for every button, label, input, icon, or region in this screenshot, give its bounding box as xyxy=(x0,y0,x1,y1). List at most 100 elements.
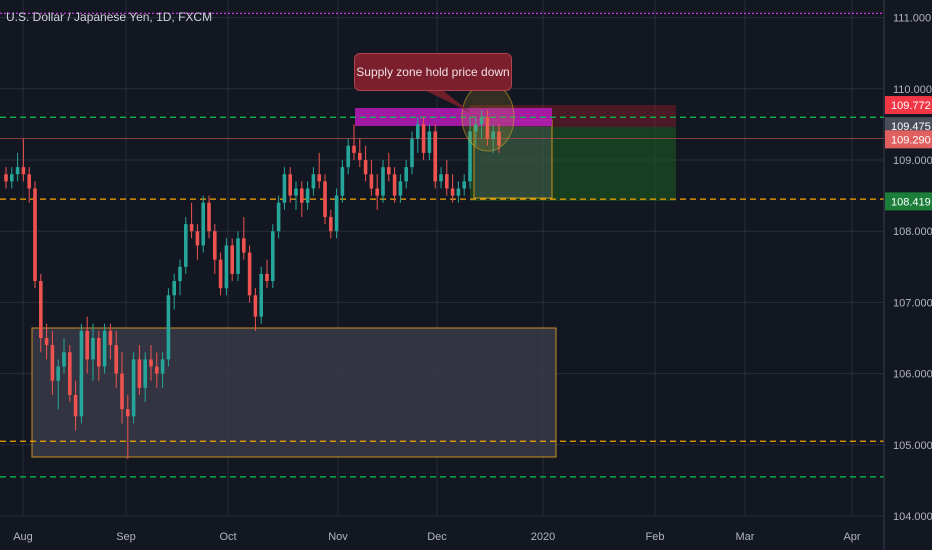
candle-body[interactable] xyxy=(265,273,269,282)
candle-body[interactable] xyxy=(381,167,385,196)
candle-body[interactable] xyxy=(189,224,194,232)
candle-body[interactable] xyxy=(311,174,316,189)
candle-body[interactable] xyxy=(375,188,379,196)
candle-body[interactable] xyxy=(172,281,176,296)
candle-body[interactable] xyxy=(491,131,495,139)
candle-body[interactable] xyxy=(305,188,310,203)
candle-body[interactable] xyxy=(166,295,171,360)
candle-body[interactable] xyxy=(149,359,153,367)
candle-body[interactable] xyxy=(259,273,263,317)
candle-body[interactable] xyxy=(300,188,304,203)
highlight-circle[interactable] xyxy=(461,82,515,152)
candle-body[interactable] xyxy=(421,124,426,153)
candle-body[interactable] xyxy=(398,181,403,196)
candle-body[interactable] xyxy=(27,174,31,189)
candle-body[interactable] xyxy=(131,359,136,417)
candle-body[interactable] xyxy=(230,245,234,274)
candle-body[interactable] xyxy=(62,352,66,367)
price-badge xyxy=(885,96,932,115)
y-tick-label: 109.000 xyxy=(893,155,932,167)
candle-body[interactable] xyxy=(346,145,350,168)
x-tick-label: Mar xyxy=(736,531,755,543)
candle-body[interactable] xyxy=(114,345,118,374)
candle-body[interactable] xyxy=(439,174,443,182)
candle-body[interactable] xyxy=(329,216,333,232)
candle-body[interactable] xyxy=(73,394,78,417)
candle-body[interactable] xyxy=(369,174,374,189)
candle-body[interactable] xyxy=(39,281,43,338)
candle-body[interactable] xyxy=(450,188,455,196)
candle-body[interactable] xyxy=(242,238,246,253)
y-tick-label: 104.000 xyxy=(893,511,932,523)
candle-body[interactable] xyxy=(195,231,200,246)
candle-body[interactable] xyxy=(79,330,84,417)
candle-body[interactable] xyxy=(236,238,240,274)
candle-body[interactable] xyxy=(276,202,281,232)
supply-zone-callout[interactable]: Supply zone hold price down xyxy=(354,53,512,91)
candle-body[interactable] xyxy=(445,174,449,189)
candle-body[interactable] xyxy=(352,145,356,153)
candle-body[interactable] xyxy=(433,131,437,182)
candle-body[interactable] xyxy=(474,124,478,132)
candle-body[interactable] xyxy=(468,131,472,182)
candle-body[interactable] xyxy=(363,160,368,175)
candle-body[interactable] xyxy=(247,252,252,296)
candle-body[interactable] xyxy=(224,245,229,289)
candle-body[interactable] xyxy=(213,231,217,260)
candle-body[interactable] xyxy=(201,202,205,246)
candle-body[interactable] xyxy=(50,345,55,381)
candle-body[interactable] xyxy=(340,167,345,196)
price-badge-label: 109.772 xyxy=(891,100,931,112)
candle-body[interactable] xyxy=(288,174,292,196)
candle-body[interactable] xyxy=(137,359,142,388)
candle-body[interactable] xyxy=(178,266,182,282)
candle-body[interactable] xyxy=(294,188,298,196)
candle-body[interactable] xyxy=(108,330,113,346)
candle-body[interactable] xyxy=(497,131,501,146)
candle-body[interactable] xyxy=(404,167,408,182)
candle-body[interactable] xyxy=(56,366,60,381)
candle-body[interactable] xyxy=(218,259,223,289)
candle-body[interactable] xyxy=(143,359,147,388)
candle-body[interactable] xyxy=(126,409,130,417)
candle-body[interactable] xyxy=(387,167,391,175)
candle-body[interactable] xyxy=(323,181,327,217)
candle-body[interactable] xyxy=(68,352,72,395)
candle-body[interactable] xyxy=(120,373,124,410)
candle-body[interactable] xyxy=(282,174,287,203)
candle-body[interactable] xyxy=(44,338,49,346)
candle-body[interactable] xyxy=(33,188,37,282)
candle-body[interactable] xyxy=(15,167,20,175)
candle-body[interactable] xyxy=(85,330,89,360)
candle-body[interactable] xyxy=(358,152,362,160)
candle-body[interactable] xyxy=(479,117,484,125)
candle-body[interactable] xyxy=(97,338,101,367)
candle-body[interactable] xyxy=(160,359,165,374)
candle-body[interactable] xyxy=(207,202,211,232)
candle-body[interactable] xyxy=(4,174,8,182)
candle-body[interactable] xyxy=(102,330,107,367)
candle-body[interactable] xyxy=(91,338,95,360)
candle-body[interactable] xyxy=(456,188,461,196)
candle-body[interactable] xyxy=(392,174,397,196)
candle-body[interactable] xyxy=(334,195,339,232)
candle-body[interactable] xyxy=(410,138,414,168)
demand-zone[interactable] xyxy=(31,327,557,458)
candle-body[interactable] xyxy=(462,181,466,189)
candle-body[interactable] xyxy=(416,124,420,139)
candle-body[interactable] xyxy=(427,131,432,153)
candle-body[interactable] xyxy=(271,231,275,282)
candle-body[interactable] xyxy=(184,224,188,267)
y-tick-label: 111.000 xyxy=(893,13,931,25)
candle-body[interactable] xyxy=(10,174,14,182)
candle-body[interactable] xyxy=(21,167,26,175)
price-badge-label: 108.419 xyxy=(891,196,931,208)
candle-body[interactable] xyxy=(485,117,490,139)
candle-body[interactable] xyxy=(155,366,159,374)
candle-body[interactable] xyxy=(253,295,258,317)
candle-body[interactable] xyxy=(317,174,321,182)
take-profit-zone[interactable] xyxy=(470,127,676,201)
x-tick-label: 2020 xyxy=(531,531,555,543)
